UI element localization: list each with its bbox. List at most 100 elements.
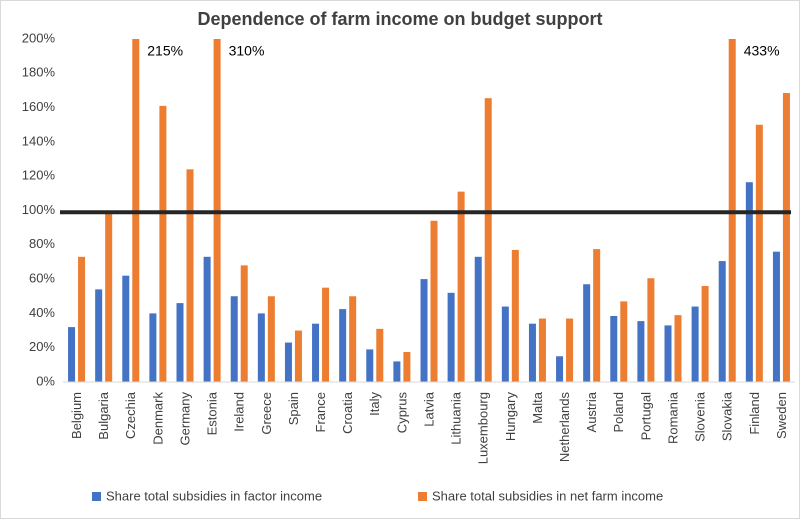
bar (583, 284, 591, 382)
x-tick-label: Sweden (774, 392, 789, 439)
x-tick-label: Italy (367, 392, 382, 416)
x-tick-label: Luxembourg (476, 392, 491, 464)
bar (403, 351, 411, 382)
bar (122, 275, 130, 382)
bar (637, 321, 645, 382)
bar (149, 313, 157, 382)
bar (474, 256, 482, 382)
y-tick-label: 180% (22, 65, 56, 80)
value-label: 433% (744, 43, 780, 59)
bar (230, 296, 238, 382)
bar (186, 169, 194, 382)
bar (294, 330, 302, 382)
x-tick-label: Greece (259, 392, 274, 435)
bar (105, 212, 113, 382)
x-tick-label: Finland (747, 392, 762, 435)
x-tick-label: Ireland (232, 392, 247, 432)
bar (95, 289, 103, 382)
bar (501, 306, 509, 382)
x-tick-label: Poland (611, 392, 626, 432)
bar (528, 323, 536, 382)
bar (745, 182, 753, 382)
y-tick-label: 60% (29, 271, 55, 286)
x-tick-label: Spain (286, 392, 301, 425)
y-tick-label: 160% (22, 99, 56, 114)
y-tick-label: 0% (36, 373, 55, 388)
chart-title: Dependence of farm income on budget supp… (197, 9, 602, 29)
x-tick-label: Estonia (205, 391, 220, 435)
bar (68, 327, 76, 382)
bar (755, 124, 763, 382)
bar (393, 361, 401, 382)
bar (203, 256, 211, 382)
x-tick-label: Netherlands (557, 392, 572, 463)
x-tick-label: Malta (530, 391, 545, 424)
bar (312, 323, 320, 382)
bar (593, 249, 601, 382)
bar (566, 318, 574, 382)
bar (213, 39, 221, 382)
bar (257, 313, 265, 382)
x-tick-label: Lithuania (449, 391, 464, 445)
x-tick-label: Belgium (69, 392, 84, 439)
bar (132, 39, 140, 382)
y-tick-label: 140% (22, 133, 56, 148)
bar (484, 98, 492, 382)
bar (267, 296, 275, 382)
x-tick-label: Austria (584, 391, 599, 432)
bar (322, 287, 330, 382)
x-tick-label: Denmark (150, 392, 165, 445)
x-tick-label: Germany (177, 392, 192, 446)
y-tick-label: 120% (22, 168, 56, 183)
bar (420, 279, 428, 382)
bar (647, 278, 655, 382)
legend-swatch (418, 492, 427, 501)
bar (538, 318, 546, 382)
bar (366, 349, 374, 382)
y-tick-label: 200% (22, 30, 56, 45)
legend-swatch (92, 492, 101, 501)
bar (339, 309, 347, 382)
bar (772, 251, 780, 382)
y-tick-label: 20% (29, 339, 55, 354)
x-tick-label: Romania (665, 391, 680, 444)
legend-label: Share total subsidies in factor income (106, 488, 322, 503)
bar (447, 292, 455, 382)
bar (620, 301, 628, 382)
plot-area (68, 39, 790, 382)
bar (718, 261, 726, 382)
bar (240, 265, 248, 382)
value-label: 310% (229, 43, 265, 59)
y-tick-label: 40% (29, 305, 55, 320)
x-tick-label: Hungary (503, 392, 518, 442)
x-tick-label: Cyprus (394, 392, 409, 434)
x-tick-label: Croatia (340, 391, 355, 434)
bar (511, 249, 519, 382)
bar (176, 303, 184, 382)
bar (610, 315, 618, 382)
x-tick-label: Slovakia (720, 391, 735, 441)
bar (376, 328, 384, 382)
y-tick-label: 100% (22, 202, 56, 217)
bar (664, 325, 672, 382)
x-tick-label: Czechia (123, 391, 138, 439)
bar (674, 315, 682, 382)
bar (556, 356, 564, 382)
x-tick-label: France (313, 392, 328, 432)
y-tick-label: 80% (29, 236, 55, 251)
bar (78, 256, 86, 382)
legend-label: Share total subsidies in net farm income (432, 488, 663, 503)
x-tick-label: Slovenia (693, 391, 708, 442)
bar (284, 342, 292, 382)
bar (430, 220, 438, 382)
x-tick-label: Bulgaria (96, 391, 111, 439)
x-tick-label: Portugal (638, 392, 653, 441)
bar (728, 39, 736, 382)
bar (457, 191, 465, 382)
x-tick-label: Latvia (421, 391, 436, 426)
bar (159, 105, 167, 382)
bar (701, 285, 709, 382)
bar (691, 306, 699, 382)
bar (349, 296, 357, 382)
